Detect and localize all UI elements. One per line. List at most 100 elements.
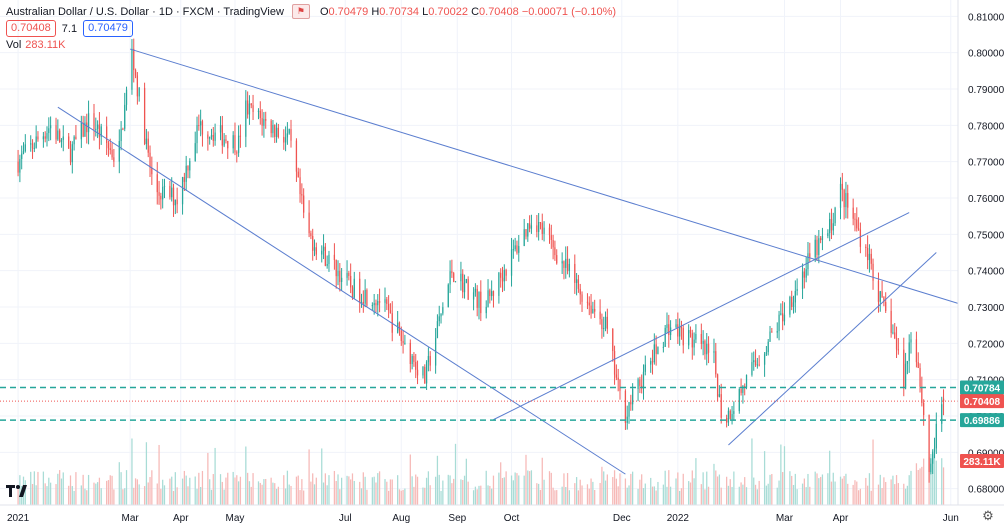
volume-bar <box>95 483 97 505</box>
candle-body <box>453 273 455 282</box>
candle-body <box>463 282 466 293</box>
x-tick-label: Mar <box>776 513 794 524</box>
volume-bar <box>413 486 415 505</box>
settings-gear-icon[interactable]: ⚙ <box>982 508 994 523</box>
volume-bar <box>579 479 581 505</box>
candle-body <box>818 238 820 255</box>
volume-bar <box>919 468 921 505</box>
x-tick-label: Sep <box>448 513 466 524</box>
volume-bar <box>147 482 149 505</box>
volume-bar <box>715 470 717 505</box>
volume-bar <box>212 474 214 505</box>
volume-bar <box>839 476 842 505</box>
candle-body <box>185 165 187 182</box>
volume-bar <box>780 444 782 505</box>
volume-bar <box>935 460 937 505</box>
tradingview-logo-icon[interactable] <box>6 484 28 498</box>
volume-bar <box>351 473 354 505</box>
horizontal-levels[interactable] <box>0 386 958 421</box>
volume-bar <box>93 482 95 505</box>
volume-bar <box>472 490 475 505</box>
candle-body <box>160 195 162 200</box>
candle-body <box>932 451 934 464</box>
flags-icon[interactable]: ⚑ <box>291 4 310 19</box>
x-tick-label: 2021 <box>7 513 30 524</box>
volume-bar <box>568 490 571 505</box>
candle-body <box>680 326 683 329</box>
candle-body <box>337 270 339 277</box>
buy-button[interactable]: 0.70479 <box>83 20 133 37</box>
candle-body <box>923 402 925 416</box>
candle-body <box>272 124 274 134</box>
candle-body <box>675 324 677 328</box>
volume-bar <box>525 454 527 505</box>
volume-bar <box>436 455 439 505</box>
trendlines[interactable] <box>57 48 959 475</box>
volume-bar <box>606 474 608 505</box>
candle-body <box>935 423 937 449</box>
volume-bar <box>60 478 63 505</box>
candle-body <box>776 331 778 333</box>
volume-bar <box>359 481 361 505</box>
volume-bar <box>171 476 173 505</box>
candle-body <box>353 278 355 298</box>
candle-body <box>422 366 424 376</box>
candle-body <box>335 259 337 277</box>
volume-bar <box>265 479 267 505</box>
volume-bar <box>207 452 209 505</box>
candle-body <box>538 222 540 232</box>
candle-body <box>259 110 261 119</box>
candle-body <box>348 272 350 276</box>
volume-bar <box>187 486 189 505</box>
volume-bar <box>42 471 45 505</box>
sell-button[interactable]: 0.70408 <box>6 20 56 37</box>
volume-bar <box>17 486 19 505</box>
candle-body <box>149 152 151 168</box>
candle-body <box>214 132 216 141</box>
candle-body <box>460 273 462 282</box>
x-tick-label: May <box>226 513 245 524</box>
candle-body <box>718 394 721 397</box>
low-label: L <box>422 5 429 18</box>
candle-body <box>118 141 120 162</box>
candle-body <box>769 331 771 342</box>
candle-body <box>98 124 101 137</box>
candle-body <box>816 239 818 255</box>
candle-body <box>525 229 527 237</box>
candle-body <box>35 136 37 148</box>
volume-bar <box>163 485 166 505</box>
volume-bar <box>398 489 401 505</box>
volume-bar <box>169 478 171 505</box>
volume-label: Vol <box>6 39 22 51</box>
volume-bar <box>149 477 151 505</box>
low-value: 0.70022 <box>428 5 468 18</box>
volume-bar <box>449 475 451 505</box>
volume-bar <box>505 471 507 505</box>
candle-body <box>68 136 70 149</box>
candle-body <box>603 327 605 329</box>
volume-bar <box>252 473 254 505</box>
volume-bar <box>588 488 590 505</box>
candle-body <box>758 364 760 366</box>
volume-bar <box>183 470 186 505</box>
volume-bar <box>277 486 279 505</box>
candle-body <box>720 394 722 418</box>
volume-bar <box>819 476 822 505</box>
volume-bar <box>111 475 113 505</box>
volume-bar <box>189 477 191 505</box>
volume-bar <box>548 471 551 505</box>
volume-bar <box>275 488 278 505</box>
candle-body <box>106 126 108 143</box>
volume-bar <box>209 479 211 505</box>
candle-body <box>903 349 905 389</box>
volume-bar <box>731 486 733 505</box>
volume-bar <box>219 474 222 505</box>
candle-body <box>265 119 267 121</box>
volume-bar <box>194 476 196 505</box>
volume-bar <box>758 480 760 505</box>
candle-body <box>324 246 326 266</box>
volume-bar <box>894 484 896 505</box>
candle-body <box>577 279 580 289</box>
